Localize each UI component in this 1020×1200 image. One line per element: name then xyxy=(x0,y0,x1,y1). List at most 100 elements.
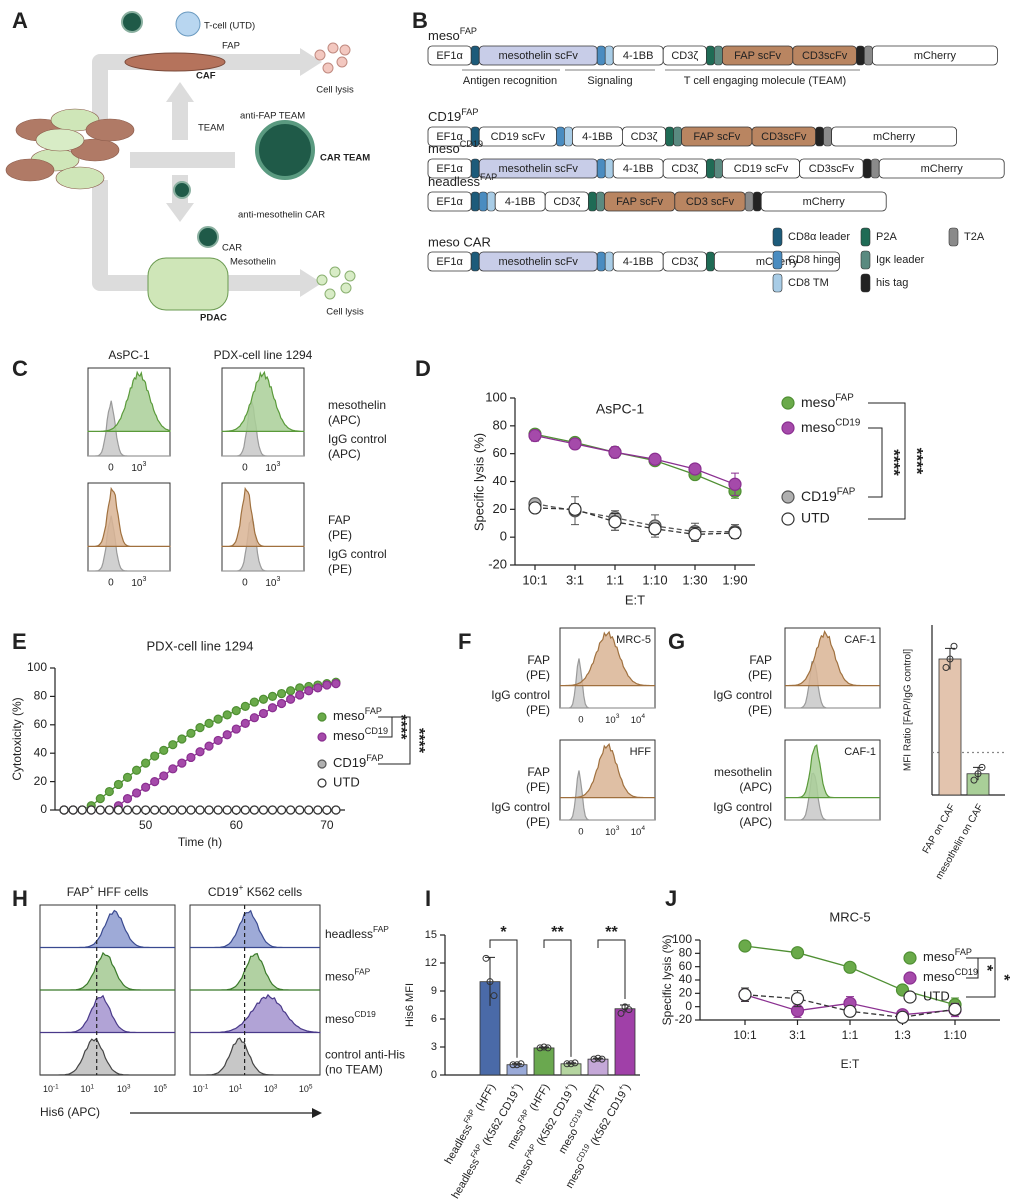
construct-annotation: T cell engaging molecule (TEAM) xyxy=(684,75,846,87)
column-title-part: FAP xyxy=(67,885,90,899)
marker xyxy=(267,805,278,815)
marker xyxy=(568,502,582,516)
data-point xyxy=(625,1006,633,1014)
construct-element xyxy=(596,158,606,179)
row-label-part: FAP xyxy=(373,924,389,934)
significance-label: **** xyxy=(908,448,927,475)
significance-bracket xyxy=(378,716,411,765)
marker xyxy=(231,705,241,716)
x-tick-label-part: ) xyxy=(567,1082,579,1091)
bar xyxy=(938,658,962,796)
significance-label: * xyxy=(978,965,995,972)
construct-segment-label: CD3ζ xyxy=(671,256,698,268)
legend-text: (PE) xyxy=(526,815,550,829)
tick-label: 101 xyxy=(229,1083,243,1094)
y-axis-title: MFI Ratio [FAP/IgG control] xyxy=(903,649,914,771)
legend-text: (PE) xyxy=(748,703,772,717)
histogram xyxy=(560,658,655,709)
marker xyxy=(177,734,187,744)
legend-label: mesoFAP xyxy=(333,706,382,723)
panel-letter: D xyxy=(415,356,431,381)
arrow-head xyxy=(300,269,322,297)
legend-label-part: meso xyxy=(923,969,955,984)
marker xyxy=(790,992,805,1006)
marker xyxy=(276,698,287,709)
tumor-cell xyxy=(55,166,105,190)
column-title-part: CD19 xyxy=(208,885,239,899)
marker xyxy=(122,805,133,815)
tick-label: 104 xyxy=(631,825,646,838)
legend-marker xyxy=(317,712,327,722)
construct-segment-label: mCherry xyxy=(914,50,957,62)
y-tick-label: 100 xyxy=(672,932,692,946)
construct-element xyxy=(870,158,880,179)
data-point xyxy=(942,664,950,671)
legend-text: (PE) xyxy=(328,528,352,542)
tick-label-part: 10 xyxy=(605,715,616,726)
x-tick-label-part: ) xyxy=(513,1082,525,1091)
y-axis-title: His6 MFI xyxy=(404,983,416,1027)
marker xyxy=(159,771,169,781)
marker xyxy=(131,765,142,775)
legend-text: mesothelin xyxy=(714,765,772,779)
row-label: control anti-His xyxy=(325,1048,405,1062)
legend-label: mesoCD19 xyxy=(801,417,860,435)
column-title-part: HFF cells xyxy=(94,885,148,899)
caf-cell xyxy=(124,52,226,72)
schematic-label: CAR xyxy=(222,243,242,254)
schematic-label: CAF xyxy=(196,71,216,82)
significance-label: **** xyxy=(410,728,427,754)
legend-swatch xyxy=(772,273,783,293)
histogram xyxy=(221,370,305,432)
significance-label: * xyxy=(500,924,507,941)
legend-swatch xyxy=(860,250,871,270)
tick-label-part: 10 xyxy=(117,1084,127,1094)
legend-swatch xyxy=(860,273,871,293)
y-tick-label: -20 xyxy=(675,1012,693,1026)
panel-letter: C xyxy=(12,356,28,381)
histogram xyxy=(222,400,304,457)
construct-segment xyxy=(872,45,998,66)
marker xyxy=(276,805,287,815)
y-axis-title: Cytotoxicity (%) xyxy=(10,697,24,780)
construct-element xyxy=(856,45,865,66)
significance-label: ** xyxy=(605,924,618,941)
x-axis-title: E:T xyxy=(625,592,645,607)
legend-label-part: meso xyxy=(333,728,365,743)
tick-label: 0 xyxy=(578,715,583,726)
x-tick-label: 1:1 xyxy=(842,1028,859,1042)
marker xyxy=(231,805,241,815)
construct-element xyxy=(596,251,606,272)
marker xyxy=(150,805,160,815)
construct-element xyxy=(706,45,715,66)
construct-element xyxy=(596,45,606,66)
significance-bracket xyxy=(543,939,572,1057)
tick-label-part: 3 xyxy=(142,576,146,583)
row-label: mesoCD19 xyxy=(325,1009,376,1026)
legend-marker xyxy=(317,732,327,742)
lysis-fragment xyxy=(327,42,339,54)
x-tick-label-part: ) xyxy=(621,1082,633,1091)
significance-bracket xyxy=(868,427,883,498)
data-point xyxy=(536,1044,544,1052)
legend-text: (APC) xyxy=(328,447,361,461)
data-point xyxy=(509,1061,517,1069)
data-point xyxy=(544,1044,552,1052)
legend-label-part: FAP xyxy=(837,486,856,497)
y-axis-title: Specific lysis (%) xyxy=(471,433,486,531)
tick-label-part: -1 xyxy=(203,1083,209,1090)
marker xyxy=(688,462,702,476)
legend-marker xyxy=(903,990,917,1004)
box-title: CAF-1 xyxy=(844,746,876,758)
schematic-label: Cell lysis xyxy=(316,85,354,96)
marker xyxy=(258,694,269,704)
tick-label-part: 10 xyxy=(229,1084,239,1094)
y-tick-label: 60 xyxy=(493,445,507,460)
x-tick-label: 50 xyxy=(139,818,153,832)
marker xyxy=(186,805,196,815)
marker xyxy=(313,805,323,815)
marker xyxy=(249,697,259,707)
tick-label: 105 xyxy=(153,1083,167,1094)
y-tick-label: 80 xyxy=(34,689,48,703)
data-point xyxy=(594,1054,602,1062)
